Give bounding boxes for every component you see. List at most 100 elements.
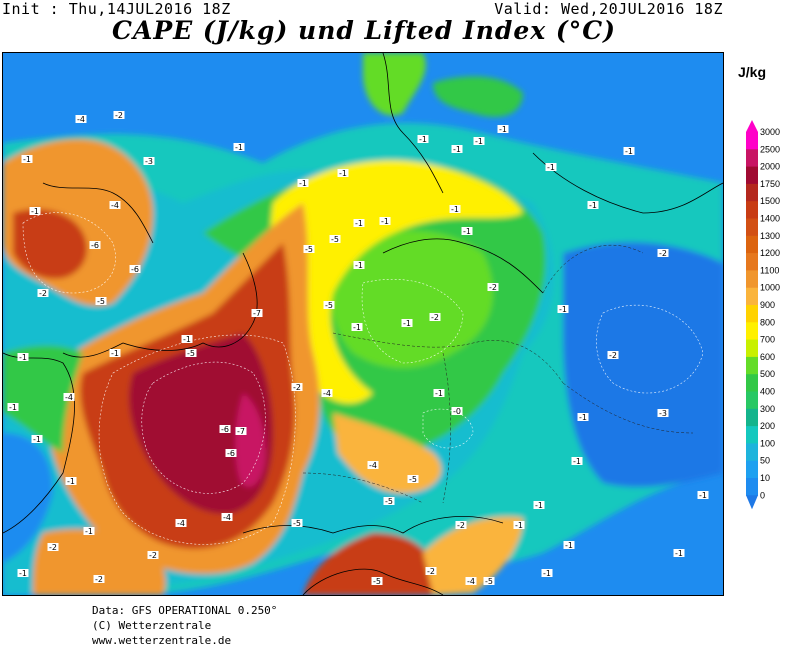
- coastlines: [3, 53, 723, 595]
- legend-swatch: [746, 287, 758, 306]
- lifted-index-value: -5: [331, 235, 339, 244]
- lifted-index-value: -1: [355, 219, 363, 228]
- lifted-index-label: -6: [225, 449, 237, 458]
- lifted-index-label: -5: [383, 497, 395, 506]
- lifted-index-label: -4: [367, 461, 379, 470]
- lifted-index-value: -1: [31, 207, 39, 216]
- lifted-index-value: -6: [221, 425, 229, 434]
- legend-tick-label: 500: [760, 369, 775, 379]
- legend-swatch: [746, 149, 758, 168]
- legend-tick-label: 1300: [760, 231, 780, 241]
- legend-tick-label: 300: [760, 404, 775, 414]
- footer: Data: GFS OPERATIONAL 0.250° (C) Wetterz…: [92, 603, 277, 648]
- lifted-index-label: -4: [465, 577, 477, 586]
- lifted-index-label: -2: [487, 283, 499, 292]
- lifted-index-value: -2: [149, 551, 157, 560]
- lifted-index-value: -5: [409, 475, 417, 484]
- cape-map: -1 -4 -6 -2 -5 -6 -1 -1 -1 -3 -1 -1 -1 -1 -5 -1 -5 -7 -5 -4…: [2, 52, 724, 596]
- cape-fill-east-0: [563, 242, 723, 488]
- lifted-index-label: -2: [291, 383, 303, 392]
- lifted-index-label: -1: [533, 501, 545, 510]
- cape-fill-center-600: [329, 230, 493, 368]
- lifted-index-value: -1: [111, 349, 119, 358]
- lifted-index-value: -4: [467, 577, 475, 586]
- lifted-index-label: -1: [353, 219, 365, 228]
- lifted-index-label: -7: [235, 427, 247, 436]
- lifted-index-value: -1: [565, 541, 573, 550]
- cape-fill-south-1500: [303, 533, 438, 595]
- lifted-index-label: -1: [29, 207, 41, 216]
- lifted-index-value: -1: [435, 389, 443, 398]
- lifted-index-value: -3: [145, 157, 153, 166]
- lifted-index-label: -1: [351, 323, 363, 332]
- legend-tick-label: 900: [760, 300, 775, 310]
- lifted-index-value: -1: [67, 477, 75, 486]
- lifted-index-label: -4: [75, 115, 87, 124]
- lifted-index-value: -1: [589, 201, 597, 210]
- legend-tick-label: 1400: [760, 214, 780, 224]
- lifted-index-value: -7: [253, 309, 261, 318]
- lifted-index-label: -2: [425, 567, 437, 576]
- lifted-index-label: -1: [461, 227, 473, 236]
- lifted-index-value: -1: [535, 501, 543, 510]
- lifted-index-label: -5: [329, 235, 341, 244]
- map-title: CAPE (J/kg) und Lifted Index (°C): [112, 16, 616, 45]
- lifted-index-value: -2: [431, 313, 439, 322]
- lifted-index-value: -6: [131, 265, 139, 274]
- lifted-index-value: -1: [33, 435, 41, 444]
- lifted-index-value: -2: [659, 249, 667, 258]
- lifted-index-value: -5: [485, 577, 493, 586]
- lifted-index-label: -1: [31, 435, 43, 444]
- footer-url: www.wetterzentrale.de: [92, 634, 232, 647]
- lifted-index-value: -1: [9, 403, 17, 412]
- legend-tick-label: 1100: [760, 265, 779, 275]
- lifted-index-label: -1: [181, 335, 193, 344]
- lifted-index-label: -1: [563, 541, 575, 550]
- lifted-index-label: -5: [303, 245, 315, 254]
- lifted-index-label: -5: [95, 297, 107, 306]
- lifted-index-label: -1: [473, 137, 485, 146]
- lifted-index-value: -4: [77, 115, 85, 124]
- legend-tick-label: 700: [760, 335, 775, 345]
- lifted-index-value: -1: [19, 353, 27, 362]
- lifted-index-value: -5: [385, 497, 393, 506]
- lifted-index-label: -4: [321, 389, 333, 398]
- lifted-index-value: -4: [177, 519, 185, 528]
- lifted-index-label: -1: [513, 521, 525, 530]
- lifted-index-label: -5: [185, 349, 197, 358]
- lifted-index-label: -1: [337, 169, 349, 178]
- lifted-index-label: -5: [323, 301, 335, 310]
- cape-fill-southwest-10: [3, 433, 53, 563]
- lifted-index-label: -1: [417, 135, 429, 144]
- lifted-index-value: -1: [339, 169, 347, 178]
- lifted-index-value: -1: [403, 319, 411, 328]
- lifted-index-value: -1: [543, 569, 551, 578]
- init-time-label: Init : Thu,14JUL2016 18Z: [2, 0, 231, 18]
- lifted-index-label: -7: [251, 309, 263, 318]
- legend-swatch: [746, 218, 758, 237]
- footer-data-source: Data: GFS OPERATIONAL 0.250°: [92, 604, 278, 617]
- lifted-index-label: -5: [291, 519, 303, 528]
- legend-tick-label: 100: [760, 438, 775, 448]
- lifted-index-label: -1: [7, 403, 19, 412]
- cape-fill-north-600: [363, 53, 426, 116]
- cape-fill-nw-1500: [13, 209, 87, 279]
- lifted-index-label: -1: [65, 477, 77, 486]
- lifted-index-label: -2: [147, 551, 159, 560]
- legend-swatch: [746, 339, 758, 358]
- lifted-index-value: -2: [39, 289, 47, 298]
- cape-fill-south-1000: [423, 516, 523, 595]
- lifted-index-label: -1: [571, 457, 583, 466]
- legend-tick-label: 2500: [760, 144, 780, 154]
- lifted-index-label: -1: [449, 205, 461, 214]
- cape-fill-west-rim: [3, 345, 83, 453]
- cape-field: -1 -4 -6 -2 -5 -6 -1 -1 -1 -3 -1 -1 -1 -1 -5 -1 -5 -7 -5 -4…: [3, 53, 723, 595]
- lifted-index-label: -2: [113, 111, 125, 120]
- footer-copyright: (C) Wetterzentrale: [92, 619, 212, 632]
- lifted-index-label: -5: [371, 577, 383, 586]
- lifted-index-value: -2: [95, 575, 103, 584]
- lifted-index-value: -5: [305, 245, 313, 254]
- lifted-index-value: -1: [299, 179, 307, 188]
- legend-tick-label: 1000: [760, 283, 780, 293]
- lifted-index-value: -2: [609, 351, 617, 360]
